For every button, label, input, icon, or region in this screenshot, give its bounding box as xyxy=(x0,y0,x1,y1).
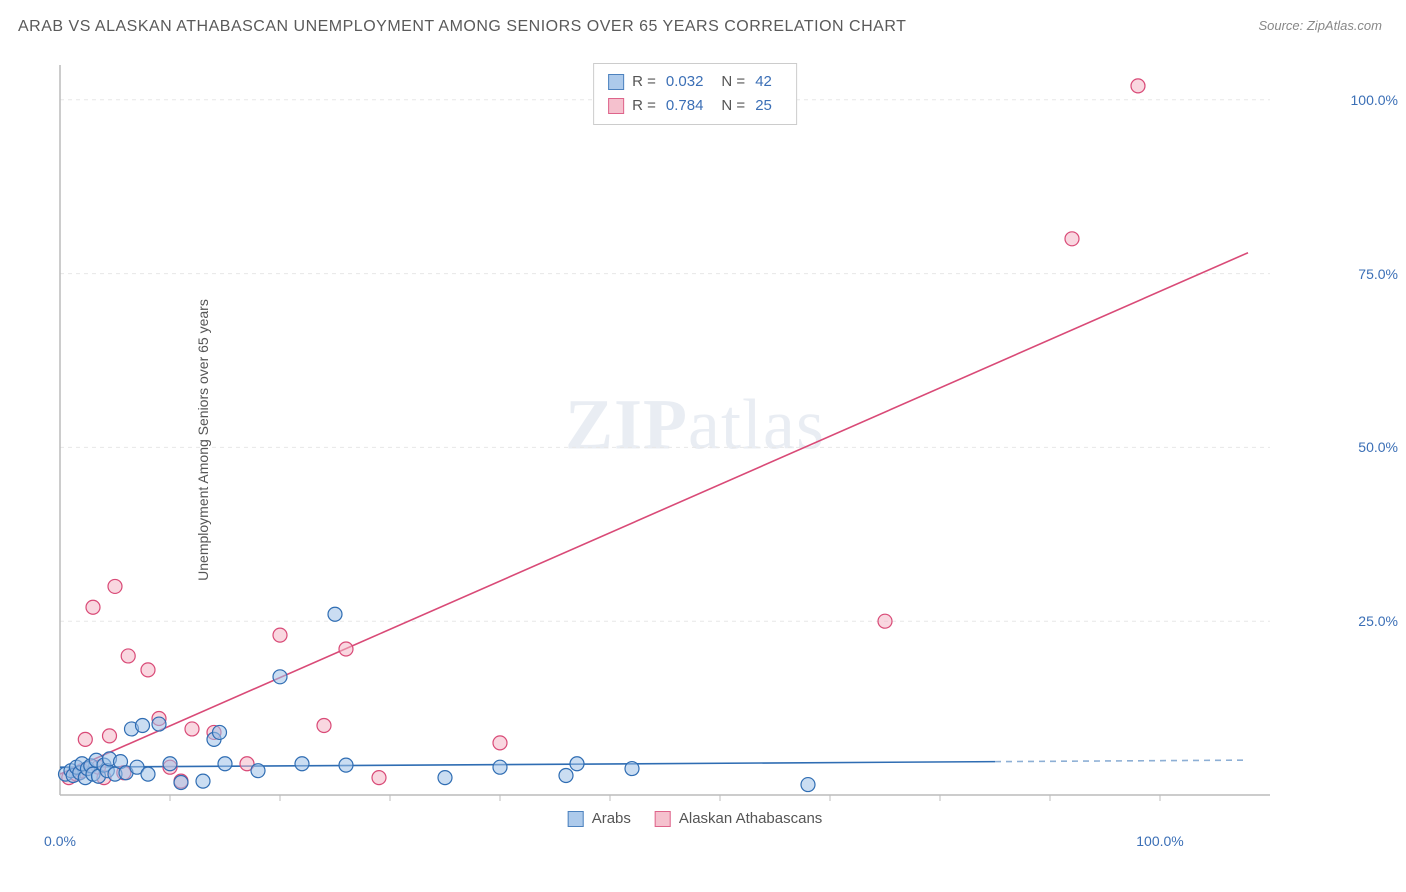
y-tick-label: 100.0% xyxy=(1351,92,1398,108)
legend-label-arabs: Arabs xyxy=(592,810,631,827)
r-label: R = xyxy=(632,70,656,94)
legend-series: Arabs Alaskan Athabascans xyxy=(568,810,823,827)
source-prefix: Source: xyxy=(1258,18,1306,33)
r-label: R = xyxy=(632,94,656,118)
chart-plot-area: Unemployment Among Seniors over 65 years… xyxy=(50,55,1340,825)
n-label: N = xyxy=(721,94,745,118)
legend-swatch-athabascans xyxy=(655,811,671,827)
legend-stats-row-athabascans: R = 0.784 N = 25 xyxy=(608,94,782,118)
n-value-arabs: 42 xyxy=(755,70,772,94)
x-tick-label: 100.0% xyxy=(1136,833,1183,849)
n-value-athabascans: 25 xyxy=(755,94,772,118)
y-tick-label: 50.0% xyxy=(1358,439,1398,455)
legend-swatch-arabs xyxy=(568,811,584,827)
chart-svg xyxy=(50,55,1340,825)
r-value-arabs: 0.032 xyxy=(666,70,704,94)
legend-item-athabascans: Alaskan Athabascans xyxy=(655,810,822,827)
legend-label-athabascans: Alaskan Athabascans xyxy=(679,810,822,827)
y-tick-label: 25.0% xyxy=(1358,613,1398,629)
y-tick-label: 75.0% xyxy=(1358,266,1398,282)
legend-stats: R = 0.032 N = 42 R = 0.784 N = 25 xyxy=(593,63,797,125)
legend-swatch-arabs xyxy=(608,74,624,90)
chart-title: ARAB VS ALASKAN ATHABASCAN UNEMPLOYMENT … xyxy=(18,18,906,36)
legend-stats-row-arabs: R = 0.032 N = 42 xyxy=(608,70,782,94)
source-label: Source: ZipAtlas.com xyxy=(1258,18,1382,33)
source-value: ZipAtlas.com xyxy=(1307,18,1382,33)
x-tick-label: 0.0% xyxy=(44,833,76,849)
legend-item-arabs: Arabs xyxy=(568,810,631,827)
legend-swatch-athabascans xyxy=(608,98,624,114)
n-label: N = xyxy=(721,70,745,94)
r-value-athabascans: 0.784 xyxy=(666,94,704,118)
